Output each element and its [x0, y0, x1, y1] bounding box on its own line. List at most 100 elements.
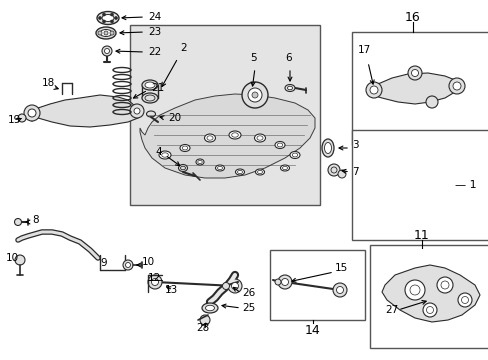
- Text: 22: 22: [148, 47, 161, 57]
- Circle shape: [411, 69, 418, 77]
- Text: 19: 19: [8, 115, 21, 125]
- Bar: [369, 245, 488, 348]
- Circle shape: [404, 280, 424, 300]
- Ellipse shape: [100, 30, 112, 36]
- Text: 21: 21: [151, 83, 164, 93]
- Text: 24: 24: [148, 12, 161, 22]
- Ellipse shape: [142, 93, 158, 103]
- Text: — 1: — 1: [454, 180, 476, 190]
- Circle shape: [200, 315, 209, 325]
- Circle shape: [327, 164, 339, 176]
- Bar: [351, 130, 488, 240]
- Circle shape: [148, 275, 162, 289]
- Circle shape: [151, 279, 158, 285]
- Circle shape: [18, 114, 26, 122]
- Circle shape: [28, 109, 36, 117]
- Circle shape: [104, 31, 108, 35]
- Circle shape: [422, 303, 436, 317]
- Ellipse shape: [180, 144, 190, 152]
- Ellipse shape: [255, 169, 264, 175]
- Ellipse shape: [97, 12, 119, 24]
- Ellipse shape: [102, 14, 114, 22]
- Ellipse shape: [285, 85, 294, 91]
- Circle shape: [102, 46, 112, 56]
- Circle shape: [227, 279, 242, 293]
- Circle shape: [102, 20, 105, 23]
- Ellipse shape: [215, 165, 224, 171]
- Text: 4: 4: [155, 147, 162, 157]
- Circle shape: [98, 31, 102, 35]
- Circle shape: [407, 66, 421, 80]
- Circle shape: [332, 283, 346, 297]
- Circle shape: [281, 279, 288, 285]
- Circle shape: [125, 262, 130, 267]
- Text: 10: 10: [6, 253, 19, 263]
- Ellipse shape: [289, 152, 299, 158]
- Polygon shape: [366, 73, 459, 104]
- Ellipse shape: [178, 165, 187, 171]
- Ellipse shape: [96, 27, 116, 39]
- Text: 12: 12: [148, 273, 161, 283]
- Polygon shape: [140, 94, 314, 178]
- Circle shape: [278, 275, 291, 289]
- Text: 10: 10: [142, 257, 155, 267]
- Text: 11: 11: [413, 229, 429, 242]
- Circle shape: [110, 31, 114, 35]
- Circle shape: [365, 82, 381, 98]
- Circle shape: [24, 105, 40, 121]
- Circle shape: [274, 279, 281, 285]
- Circle shape: [130, 104, 143, 118]
- Text: 27: 27: [384, 305, 397, 315]
- Ellipse shape: [235, 169, 244, 175]
- Circle shape: [337, 170, 346, 178]
- Ellipse shape: [280, 165, 289, 171]
- Ellipse shape: [159, 151, 171, 159]
- Ellipse shape: [146, 111, 155, 117]
- Bar: [130, 25, 319, 205]
- Text: 13: 13: [164, 285, 178, 295]
- Text: 18: 18: [42, 78, 55, 88]
- Text: 7: 7: [351, 167, 358, 177]
- Ellipse shape: [321, 139, 333, 157]
- Circle shape: [15, 255, 25, 265]
- Circle shape: [123, 260, 133, 270]
- Bar: [269, 250, 364, 320]
- Circle shape: [336, 287, 343, 293]
- Ellipse shape: [145, 82, 155, 88]
- Text: 17: 17: [357, 45, 370, 55]
- Text: 16: 16: [404, 10, 420, 23]
- Ellipse shape: [254, 134, 265, 142]
- Ellipse shape: [287, 86, 292, 90]
- Circle shape: [452, 82, 460, 90]
- Ellipse shape: [324, 143, 331, 153]
- Circle shape: [98, 17, 102, 19]
- Polygon shape: [28, 95, 140, 127]
- Circle shape: [114, 17, 117, 19]
- Circle shape: [436, 277, 452, 293]
- Circle shape: [247, 88, 262, 102]
- Circle shape: [222, 283, 229, 289]
- Text: 5: 5: [249, 53, 256, 63]
- Text: 28: 28: [196, 323, 209, 333]
- Text: 14: 14: [305, 324, 320, 337]
- Bar: [351, 32, 488, 145]
- Circle shape: [110, 13, 113, 16]
- Text: 9: 9: [100, 258, 106, 268]
- Ellipse shape: [204, 134, 215, 142]
- Text: 8: 8: [32, 215, 39, 225]
- Circle shape: [231, 283, 238, 289]
- Polygon shape: [381, 265, 479, 322]
- Text: 26: 26: [242, 288, 255, 298]
- Circle shape: [448, 78, 464, 94]
- Circle shape: [251, 92, 258, 98]
- Ellipse shape: [228, 131, 241, 139]
- Circle shape: [134, 108, 140, 114]
- Circle shape: [369, 86, 377, 94]
- Circle shape: [425, 96, 437, 108]
- Text: 25: 25: [242, 303, 255, 313]
- Circle shape: [242, 82, 267, 108]
- Text: 15: 15: [334, 263, 347, 273]
- Circle shape: [15, 219, 21, 225]
- Ellipse shape: [205, 305, 214, 311]
- Circle shape: [457, 293, 471, 307]
